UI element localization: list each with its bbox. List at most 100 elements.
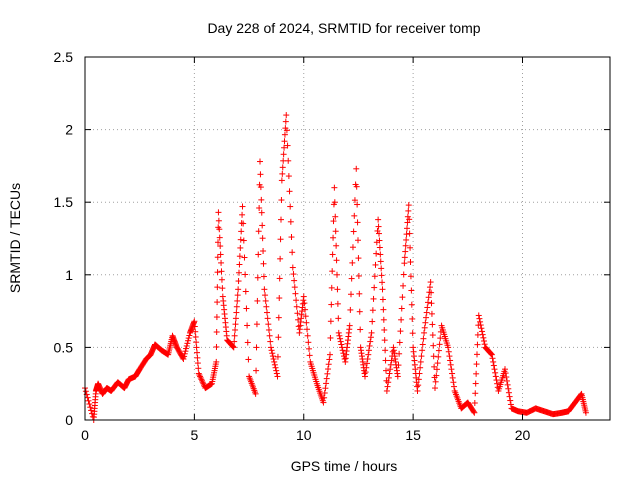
- data-point: [257, 171, 264, 178]
- data-point: [191, 323, 198, 330]
- data-point: [269, 353, 276, 360]
- data-point: [259, 235, 266, 242]
- data-point: [283, 127, 290, 134]
- data-point: [279, 164, 286, 171]
- data-point: [489, 355, 496, 362]
- data-point: [215, 239, 221, 246]
- data-point: [364, 356, 371, 363]
- data-point: [347, 306, 354, 313]
- data-point: [386, 370, 393, 377]
- data-point: [243, 305, 250, 312]
- data-point: [387, 361, 394, 368]
- data-point: [422, 319, 429, 326]
- data-point: [212, 361, 219, 368]
- data-point: [408, 301, 415, 308]
- data-point: [287, 218, 294, 225]
- data-point: [190, 319, 197, 326]
- data-point: [377, 258, 384, 265]
- x-tick-label: 5: [190, 427, 198, 443]
- data-point: [326, 356, 333, 363]
- data-point: [237, 244, 244, 251]
- data-point: [503, 377, 510, 384]
- x-tick-label: 20: [515, 427, 531, 443]
- data-point: [267, 338, 274, 345]
- data-point: [184, 340, 191, 347]
- data-point: [423, 314, 430, 321]
- data-point: [262, 292, 269, 299]
- data-point: [404, 225, 410, 232]
- data-point: [486, 349, 493, 356]
- data-point: [269, 350, 276, 357]
- data-point: [198, 376, 205, 383]
- data-point: [215, 209, 222, 216]
- data-point: [366, 342, 373, 349]
- data-point: [419, 347, 426, 354]
- data-point: [425, 299, 431, 306]
- data-point: [289, 264, 296, 271]
- data-point: [265, 326, 272, 333]
- data-point: [274, 373, 281, 380]
- data-point: [242, 271, 249, 278]
- data-point: [272, 364, 279, 371]
- data-point: [383, 387, 390, 394]
- data-point: [242, 288, 249, 295]
- data-point: [388, 357, 395, 364]
- data-point: [193, 344, 200, 351]
- data-point: [233, 309, 240, 316]
- data-point: [182, 348, 189, 355]
- data-point: [425, 294, 432, 301]
- data-point: [261, 286, 268, 293]
- data-point: [356, 290, 363, 297]
- data-point: [490, 358, 497, 365]
- data-point: [194, 349, 200, 356]
- data-point: [230, 343, 237, 350]
- data-point: [405, 202, 412, 209]
- data-point: [281, 144, 288, 151]
- y-tick-label: 0.5: [54, 339, 74, 355]
- data-point: [428, 300, 435, 307]
- data-point: [213, 343, 220, 350]
- data-point: [404, 219, 411, 226]
- data-point: [361, 370, 368, 377]
- data-point: [396, 350, 403, 357]
- data-point: [387, 366, 394, 373]
- data-point: [256, 205, 263, 212]
- data-point: [355, 255, 362, 262]
- data-point: [329, 251, 336, 258]
- data-point: [407, 273, 414, 280]
- data-point: [195, 365, 202, 372]
- data-point: [264, 309, 270, 316]
- data-point: [449, 374, 456, 381]
- data-point: [385, 374, 392, 381]
- data-point: [319, 397, 326, 404]
- data-point: [351, 197, 358, 204]
- data-point: [478, 325, 485, 332]
- data-point: [490, 362, 497, 369]
- data-point: [418, 353, 425, 360]
- grid-layer: [85, 57, 610, 420]
- data-point: [403, 236, 410, 243]
- y-axis-label: SRMTID / TECUs: [7, 183, 23, 293]
- data-point: [327, 318, 334, 325]
- data-point: [339, 347, 346, 354]
- data-point: [268, 347, 275, 354]
- data-point: [351, 212, 358, 219]
- data-point: [257, 158, 263, 165]
- data-point: [278, 197, 285, 204]
- data-point: [330, 218, 337, 225]
- data-point: [380, 306, 387, 313]
- data-point: [379, 296, 386, 303]
- data-point: [409, 315, 416, 322]
- data-point: [304, 332, 311, 339]
- data-point: [423, 309, 430, 316]
- data-point: [416, 370, 423, 377]
- data-point: [258, 196, 265, 203]
- data-point: [219, 285, 226, 292]
- data-point: [472, 380, 479, 387]
- data-point: [374, 227, 381, 234]
- data-point: [479, 328, 486, 335]
- data-point: [179, 354, 186, 361]
- x-tick-label: 10: [296, 427, 312, 443]
- data-point: [260, 273, 267, 280]
- data-point: [470, 407, 477, 414]
